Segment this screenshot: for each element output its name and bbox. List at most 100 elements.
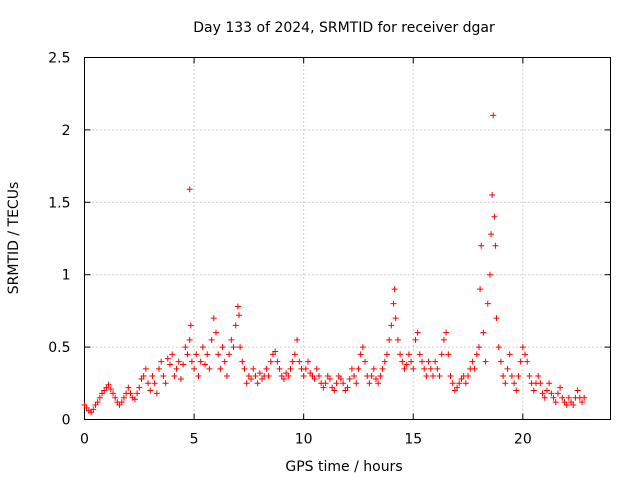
data-point: [432, 358, 439, 365]
data-point: [359, 344, 366, 351]
data-point: [537, 380, 544, 387]
data-point: [565, 394, 572, 401]
grid-layer: [84, 57, 611, 420]
data-point: [449, 380, 456, 387]
point-layer: [81, 112, 588, 416]
data-point: [142, 365, 149, 372]
data-point: [403, 361, 410, 368]
data-point: [392, 315, 399, 322]
data-point: [522, 351, 529, 358]
data-point: [421, 365, 428, 372]
data-point: [440, 336, 447, 343]
x-tick-label: 15: [404, 432, 422, 448]
data-point: [493, 315, 500, 322]
data-point: [535, 373, 542, 380]
data-point: [490, 112, 497, 119]
data-point: [300, 373, 307, 380]
data-point: [191, 365, 198, 372]
data-point: [199, 344, 206, 351]
data-point: [348, 365, 355, 372]
data-point: [388, 322, 395, 329]
data-point: [570, 402, 577, 409]
data-point: [213, 329, 219, 336]
data-point: [500, 373, 507, 380]
data-point: [105, 381, 112, 388]
data-point: [118, 399, 125, 406]
data-point: [236, 312, 243, 319]
data-point: [370, 365, 377, 372]
data-point: [362, 358, 369, 365]
data-point: [383, 351, 390, 358]
data-point: [136, 384, 143, 391]
data-point: [287, 365, 294, 372]
data-point: [302, 365, 309, 372]
data-point: [416, 351, 423, 358]
data-point: [574, 387, 581, 394]
data-point: [252, 373, 259, 380]
data-point: [355, 365, 362, 372]
data-point: [234, 303, 241, 310]
data-point: [438, 351, 445, 358]
data-point: [462, 380, 469, 387]
data-point: [153, 390, 160, 397]
data-point: [265, 373, 272, 380]
data-point: [285, 373, 292, 380]
data-point: [484, 300, 491, 307]
data-point: [405, 351, 412, 358]
data-point: [477, 286, 484, 293]
data-point: [517, 358, 524, 365]
data-point: [559, 394, 566, 401]
data-point: [357, 351, 364, 358]
data-point: [548, 390, 555, 397]
data-point: [368, 373, 375, 380]
data-point: [313, 365, 320, 372]
data-point: [239, 358, 246, 365]
data-point: [397, 351, 404, 358]
data-point: [506, 351, 513, 358]
data-point: [445, 351, 452, 358]
data-point: [511, 380, 518, 387]
data-point: [175, 358, 182, 365]
data-point: [202, 361, 209, 368]
data-point: [436, 373, 443, 380]
data-point: [554, 390, 561, 397]
data-point: [497, 358, 504, 365]
data-point: [289, 358, 296, 365]
data-point: [228, 336, 235, 343]
data-point: [386, 336, 393, 343]
data-point: [162, 380, 169, 387]
data-point: [447, 373, 454, 380]
data-point: [508, 373, 515, 380]
plot-frame: [84, 57, 611, 420]
data-point: [305, 358, 312, 365]
data-point: [344, 384, 351, 391]
data-point: [241, 365, 248, 372]
data-point: [489, 192, 496, 199]
data-point: [171, 373, 178, 380]
data-point: [519, 344, 526, 351]
data-point: [263, 365, 270, 372]
data-point: [180, 361, 187, 368]
data-point: [504, 365, 511, 372]
data-point: [381, 358, 388, 365]
data-point: [429, 373, 436, 380]
data-point: [379, 365, 386, 372]
data-point: [471, 365, 478, 372]
data-point: [423, 373, 430, 380]
data-point: [377, 373, 384, 380]
data-point: [408, 358, 415, 365]
data-point: [340, 380, 347, 387]
data-point: [107, 386, 114, 393]
data-point: [140, 373, 147, 380]
data-point: [476, 344, 482, 351]
data-point: [120, 394, 127, 401]
data-point: [164, 355, 171, 362]
data-point: [276, 365, 283, 372]
data-point: [425, 358, 432, 365]
data-point: [158, 358, 165, 365]
data-point: [272, 348, 279, 355]
data-point: [219, 344, 226, 351]
data-point: [480, 329, 487, 336]
data-point: [353, 380, 360, 387]
data-point: [322, 380, 329, 387]
